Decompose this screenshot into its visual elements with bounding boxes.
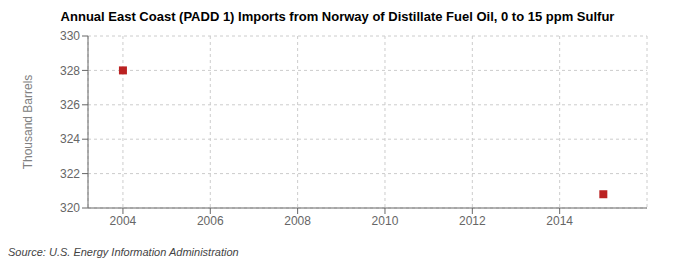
svg-text:2008: 2008	[284, 214, 311, 228]
svg-text:2004: 2004	[110, 214, 137, 228]
svg-text:Thousand Barrels: Thousand Barrels	[21, 75, 35, 170]
html-text:Source: U.S. Energy Informatio: Source: U.S. Energy Information Administ…	[8, 246, 239, 258]
svg-text:320: 320	[60, 201, 80, 215]
svg-text:330: 330	[60, 29, 80, 43]
svg-text:2014: 2014	[546, 214, 573, 228]
svg-text:2012: 2012	[459, 214, 486, 228]
svg-text:328: 328	[60, 64, 80, 78]
svg-text:2006: 2006	[197, 214, 224, 228]
svg-text:326: 326	[60, 98, 80, 112]
svg-text:324: 324	[60, 132, 80, 146]
html-text:Annual East Coast (PADD 1) Imp: Annual East Coast (PADD 1) Imports from …	[60, 9, 615, 24]
svg-text:322: 322	[60, 167, 80, 181]
svg-text:2010: 2010	[372, 214, 399, 228]
